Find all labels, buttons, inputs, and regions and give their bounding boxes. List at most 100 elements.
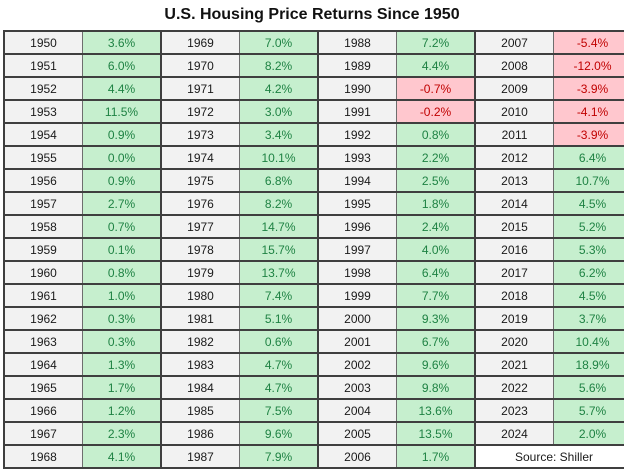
source-note: Source: Shiller — [475, 444, 624, 469]
return-cell: 0.7% — [82, 214, 162, 239]
return-cell: 9.3% — [396, 306, 476, 331]
table-body: 1950 3.6% 1969 7.0% 1988 7.2% 2007 -5.4% 1951 6.0… — [3, 30, 624, 469]
table-row: 1968 4.1% 1987 7.9% 2006 1.7% Source: Shiller — [3, 444, 624, 469]
return-cell: 6.0% — [82, 53, 162, 78]
year-cell: 2015 — [474, 214, 554, 239]
return-cell: 0.6% — [239, 329, 319, 354]
year-cell: 1957 — [3, 191, 83, 216]
return-cell: 8.2% — [239, 191, 319, 216]
return-cell: 9.6% — [396, 352, 476, 377]
year-cell: 1959 — [3, 237, 83, 262]
year-cell: 1972 — [160, 99, 240, 124]
return-cell: 1.0% — [82, 283, 162, 308]
housing-returns-table: 1950 3.6% 1969 7.0% 1988 7.2% 2007 -5.4% 1951 6.0… — [3, 30, 624, 469]
year-cell: 1968 — [3, 444, 83, 469]
year-cell: 2010 — [474, 99, 554, 124]
year-cell: 1960 — [3, 260, 83, 285]
year-cell: 1950 — [3, 30, 83, 55]
table-row: 1957 2.7% 1976 8.2% 1995 1.8% 2014 4.5% — [3, 191, 624, 216]
year-cell: 2002 — [317, 352, 397, 377]
return-cell: 11.5% — [82, 99, 162, 124]
return-cell: 7.0% — [239, 30, 319, 55]
table-row: 1954 0.9% 1973 3.4% 1992 0.8% 2011 -3.9% — [3, 122, 624, 147]
year-cell: 1975 — [160, 168, 240, 193]
year-cell: 2024 — [474, 421, 554, 446]
year-cell: 1991 — [317, 99, 397, 124]
year-cell: 1971 — [160, 76, 240, 101]
year-cell: 2019 — [474, 306, 554, 331]
year-cell: 2006 — [317, 444, 397, 469]
year-cell: 1999 — [317, 283, 397, 308]
table-row: 1955 0.0% 1974 10.1% 1993 2.2% 2012 6.4% — [3, 145, 624, 170]
year-cell: 2001 — [317, 329, 397, 354]
year-cell: 1961 — [3, 283, 83, 308]
return-cell: 4.0% — [396, 237, 476, 262]
year-cell: 1954 — [3, 122, 83, 147]
return-cell: 5.7% — [553, 398, 624, 423]
year-cell: 2000 — [317, 306, 397, 331]
table-row: 1963 0.3% 1982 0.6% 2001 6.7% 2020 10.4% — [3, 329, 624, 354]
return-cell: 4.5% — [553, 191, 624, 216]
return-cell: 2.4% — [396, 214, 476, 239]
table-row: 1966 1.2% 1985 7.5% 2004 13.6% 2023 5.7% — [3, 398, 624, 423]
return-cell: -12.0% — [553, 53, 624, 78]
year-cell: 1993 — [317, 145, 397, 170]
return-cell: 2.0% — [553, 421, 624, 446]
return-cell: 9.6% — [239, 421, 319, 446]
return-cell: 2.2% — [396, 145, 476, 170]
table-row: 1956 0.9% 1975 6.8% 1994 2.5% 2013 10.7% — [3, 168, 624, 193]
year-cell: 1965 — [3, 375, 83, 400]
year-cell: 1980 — [160, 283, 240, 308]
year-cell: 2004 — [317, 398, 397, 423]
table-row: 1965 1.7% 1984 4.7% 2003 9.8% 2022 5.6% — [3, 375, 624, 400]
return-cell: 6.7% — [396, 329, 476, 354]
return-cell: 5.1% — [239, 306, 319, 331]
year-cell: 1983 — [160, 352, 240, 377]
year-cell: 1952 — [3, 76, 83, 101]
return-cell: 0.3% — [82, 329, 162, 354]
year-cell: 1970 — [160, 53, 240, 78]
return-cell: 6.2% — [553, 260, 624, 285]
return-cell: -0.2% — [396, 99, 476, 124]
return-cell: -4.1% — [553, 99, 624, 124]
return-cell: 5.6% — [553, 375, 624, 400]
return-cell: 14.7% — [239, 214, 319, 239]
year-cell: 2007 — [474, 30, 554, 55]
return-cell: 13.5% — [396, 421, 476, 446]
year-cell: 2009 — [474, 76, 554, 101]
year-cell: 1974 — [160, 145, 240, 170]
return-cell: 4.4% — [82, 76, 162, 101]
table-row: 1952 4.4% 1971 4.2% 1990 -0.7% 2009 -3.9% — [3, 76, 624, 101]
year-cell: 1998 — [317, 260, 397, 285]
return-cell: 1.2% — [82, 398, 162, 423]
return-cell: 6.4% — [396, 260, 476, 285]
return-cell: 7.5% — [239, 398, 319, 423]
year-cell: 1967 — [3, 421, 83, 446]
year-cell: 1958 — [3, 214, 83, 239]
year-cell: 1997 — [317, 237, 397, 262]
page: U.S. Housing Price Returns Since 1950 19… — [0, 6, 624, 473]
year-cell: 2011 — [474, 122, 554, 147]
return-cell: 4.5% — [553, 283, 624, 308]
year-cell: 1956 — [3, 168, 83, 193]
return-cell: 0.9% — [82, 168, 162, 193]
return-cell: 10.4% — [553, 329, 624, 354]
return-cell: 2.7% — [82, 191, 162, 216]
table-row: 1962 0.3% 1981 5.1% 2000 9.3% 2019 3.7% — [3, 306, 624, 331]
return-cell: 0.8% — [396, 122, 476, 147]
return-cell: 18.9% — [553, 352, 624, 377]
return-cell: 0.1% — [82, 237, 162, 262]
year-cell: 1953 — [3, 99, 83, 124]
table-row: 1964 1.3% 1983 4.7% 2002 9.6% 2021 18.9% — [3, 352, 624, 377]
return-cell: 6.4% — [553, 145, 624, 170]
year-cell: 2018 — [474, 283, 554, 308]
year-cell: 2016 — [474, 237, 554, 262]
year-cell: 2005 — [317, 421, 397, 446]
year-cell: 1969 — [160, 30, 240, 55]
year-cell: 1994 — [317, 168, 397, 193]
return-cell: -3.9% — [553, 122, 624, 147]
return-cell: 0.0% — [82, 145, 162, 170]
return-cell: 0.3% — [82, 306, 162, 331]
year-cell: 1996 — [317, 214, 397, 239]
return-cell: -3.9% — [553, 76, 624, 101]
